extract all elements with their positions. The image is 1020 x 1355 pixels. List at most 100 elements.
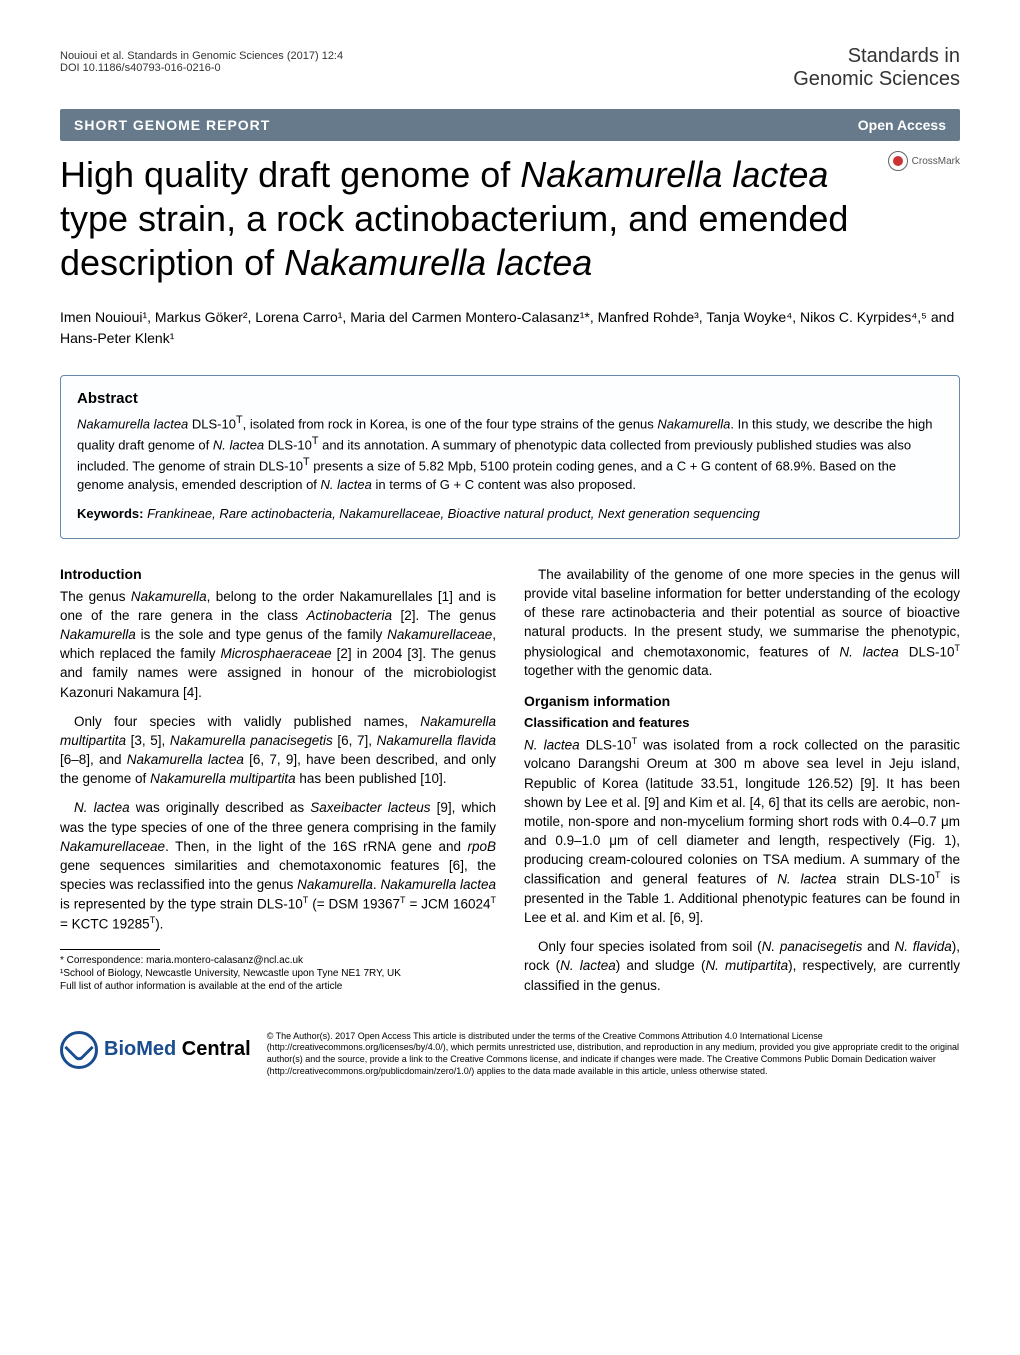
left-column: Introduction The genus Nakamurella, belo… <box>60 565 496 1005</box>
l3k: Nakamurella lactea <box>380 877 496 892</box>
l3c: Saxeibacter lacteus <box>310 800 430 815</box>
l3m: (= DSM 19367 <box>308 897 400 912</box>
abstract-body: Nakamurella lactea DLS-10T, isolated fro… <box>77 413 943 495</box>
l2e: [6, 7], <box>333 733 377 748</box>
right-p3: Only four species isolated from soil (N.… <box>524 937 960 994</box>
l1g: is the sole and type genus of the family <box>136 627 387 642</box>
abstract-heading: Abstract <box>77 390 943 407</box>
running-citation: Nouioui et al. Standards in Genomic Scie… <box>60 50 343 62</box>
organism-info-heading: Organism information <box>524 692 960 712</box>
abs-t3: , isolated from rock in Korea, is one of… <box>243 416 658 431</box>
r1d: together with the genomic data. <box>524 663 712 678</box>
r3c: and <box>862 939 894 954</box>
l3p: ). <box>155 916 163 931</box>
abs-t2: DLS-10 <box>188 416 236 431</box>
l3e: Nakamurellaceae <box>60 839 165 854</box>
kw-text: Frankineae, Rare actinobacteria, Nakamur… <box>147 506 760 521</box>
crossmark-icon <box>888 151 908 171</box>
kw-label: Keywords: <box>77 506 147 521</box>
r2d: N. lactea <box>777 872 836 887</box>
l2j: Nakamurella multipartita <box>150 771 296 786</box>
r2b: DLS-10 <box>580 737 632 752</box>
keywords: Keywords: Frankineae, Rare actinobacteri… <box>77 505 943 524</box>
abs-t6: N. lactea <box>213 437 264 452</box>
r2c: was isolated from a rock collected on th… <box>524 737 960 887</box>
l1a: The genus <box>60 589 131 604</box>
r2e: strain DLS-10 <box>837 872 935 887</box>
l3n: = JCM 16024 <box>406 897 491 912</box>
r3b: N. panacisegetis <box>762 939 863 954</box>
right-p2: N. lactea DLS-10T was isolated from a ro… <box>524 735 960 928</box>
l2d: Nakamurella panacisegetis <box>170 733 333 748</box>
footnote-line-2: ¹School of Biology, Newcastle University… <box>60 967 496 980</box>
bmc-circle-icon <box>60 1031 98 1069</box>
abs-sup1: T <box>236 414 243 426</box>
intro-p2: Only four species with validly published… <box>60 712 496 789</box>
title-italic-2: Nakamurella lactea <box>284 242 592 283</box>
bmc-bio: BioMed <box>104 1038 176 1060</box>
correspondence-footnote: * Correspondence: maria.montero-calasanz… <box>60 954 496 993</box>
l2h: Nakamurella lactea <box>127 752 244 767</box>
title-italic-1: Nakamurella lactea <box>520 154 828 195</box>
l3b: was originally described as <box>130 800 311 815</box>
abs-sup2: T <box>312 435 319 447</box>
l3f: . Then, in the light of the 16S rRNA gen… <box>165 839 467 854</box>
abs-t10: N. lactea <box>321 477 372 492</box>
l1j: Microsphaeraceae <box>221 646 332 661</box>
abs-t11: in terms of G + C content was also propo… <box>372 477 636 492</box>
authors-line: Imen Nouioui¹, Markus Göker², Lorena Car… <box>60 307 960 349</box>
l2g: [6–8], and <box>60 752 127 767</box>
body-columns: Introduction The genus Nakamurella, belo… <box>60 565 960 1005</box>
r3d: N. flavida <box>894 939 951 954</box>
l1b: Nakamurella <box>131 589 207 604</box>
crossmark-text: CrossMark <box>912 156 960 167</box>
header-bar: SHORT GENOME REPORT Open Access <box>60 109 960 141</box>
bmc-central: Central <box>176 1038 250 1060</box>
r3a: Only four species isolated from soil ( <box>538 939 762 954</box>
abstract-box: Abstract Nakamurella lactea DLS-10T, iso… <box>60 375 960 539</box>
biomed-central-logo: BioMed Central <box>60 1031 251 1069</box>
article-title: High quality draft genome of Nakamurella… <box>60 153 960 285</box>
r1sup: T <box>955 643 961 653</box>
l2a: Only four species with validly published… <box>74 714 420 729</box>
l2c: [3, 5], <box>126 733 170 748</box>
open-access-label: Open Access <box>858 117 946 133</box>
page-footer: BioMed Central © The Author(s). 2017 Ope… <box>60 1025 960 1078</box>
r1c: DLS-10 <box>899 644 955 659</box>
intro-p3: N. lactea was originally described as Sa… <box>60 798 496 933</box>
intro-p1: The genus Nakamurella, belong to the ord… <box>60 587 496 702</box>
intro-heading: Introduction <box>60 565 496 585</box>
abs-t4: Nakamurella <box>657 416 730 431</box>
l3i: Nakamurella <box>297 877 373 892</box>
l3sup3: T <box>491 895 497 905</box>
journal-line1: Standards in <box>793 45 960 68</box>
l1h: Nakamurellaceae <box>387 627 492 642</box>
r3g: ) and sludge ( <box>616 958 706 973</box>
l1f: Nakamurella <box>60 627 136 642</box>
r3h: N. mutipartita <box>705 958 788 973</box>
l3l: is represented by the type strain DLS-10 <box>60 897 303 912</box>
journal-logo: Standards in Genomic Sciences <box>793 45 960 91</box>
abs-sup3: T <box>303 456 310 468</box>
title-text-1: High quality draft genome of <box>60 154 520 195</box>
crossmark-badge[interactable]: CrossMark <box>888 151 960 171</box>
footnote-line-1: * Correspondence: maria.montero-calasanz… <box>60 954 496 967</box>
license-text: © The Author(s). 2017 Open Access This a… <box>267 1031 960 1078</box>
l3a: N. lactea <box>74 800 130 815</box>
abs-t7: DLS-10 <box>264 437 312 452</box>
l3o: = KCTC 19285 <box>60 916 150 931</box>
r2a: N. lactea <box>524 737 580 752</box>
right-p1: The availability of the genome of one mo… <box>524 565 960 680</box>
bmc-text: BioMed Central <box>104 1038 251 1061</box>
footnote-separator <box>60 949 160 950</box>
right-column: The availability of the genome of one mo… <box>524 565 960 1005</box>
footnote-line-3: Full list of author information is avail… <box>60 980 496 993</box>
l1e: [2]. The genus <box>392 608 496 623</box>
r3f: N. lactea <box>560 958 616 973</box>
r1b: N. lactea <box>839 644 898 659</box>
l2f: Nakamurella flavida <box>377 733 496 748</box>
classification-heading: Classification and features <box>524 714 960 732</box>
journal-line2: Genomic Sciences <box>793 68 960 91</box>
l1d: Actinobacteria <box>306 608 392 623</box>
report-type-label: SHORT GENOME REPORT <box>74 117 270 133</box>
